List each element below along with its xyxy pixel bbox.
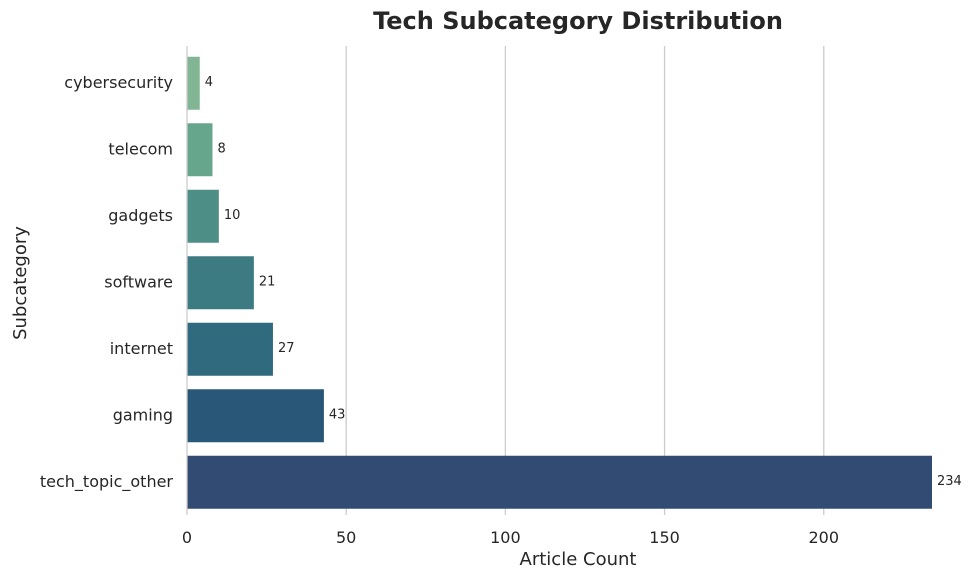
- bar-telecom: [187, 123, 213, 177]
- data-label-gadgets: 10: [224, 208, 241, 223]
- y-tick-labels: cybersecurity telecom gadgets software inter…: [40, 73, 174, 492]
- data-label-internet: 27: [278, 341, 295, 356]
- x-tick-label-50: 50: [336, 528, 356, 547]
- y-tick-label-gaming: gaming: [113, 405, 173, 424]
- y-tick-label-tech_topic_other: tech_topic_other: [40, 472, 174, 492]
- y-tick-label-internet: internet: [110, 339, 173, 358]
- data-label-cybersecurity: 4: [205, 75, 213, 90]
- data-label-software: 21: [259, 274, 276, 289]
- bar-tech_topic_other: [187, 455, 932, 509]
- x-tick-label-200: 200: [808, 528, 839, 547]
- bar-gaming: [187, 389, 324, 443]
- bars: [187, 56, 932, 509]
- bar-software: [187, 256, 254, 310]
- bar-gadgets: [187, 189, 219, 243]
- y-tick-label-telecom: telecom: [108, 139, 173, 158]
- y-axis-label: Subcategory: [10, 226, 31, 340]
- data-label-telecom: 8: [217, 141, 225, 156]
- bar-cybersecurity: [187, 56, 200, 110]
- data-labels: 4 8 10 21 27 43 234: [205, 75, 962, 489]
- y-tick-label-gadgets: gadgets: [108, 206, 173, 225]
- x-axis-label: Article Count: [520, 549, 637, 570]
- y-tick-label-cybersecurity: cybersecurity: [64, 73, 173, 92]
- bar-internet: [187, 322, 273, 376]
- x-tick-label-100: 100: [490, 528, 521, 547]
- data-label-gaming: 43: [329, 407, 346, 422]
- x-tick-labels: 0 50 100 150 200: [182, 528, 839, 547]
- x-tick-label-150: 150: [649, 528, 680, 547]
- data-label-tech_topic_other: 234: [937, 474, 962, 489]
- grid-lines: [345, 46, 825, 515]
- x-tick-label-0: 0: [182, 528, 192, 547]
- chart-title: Tech Subcategory Distribution: [373, 7, 783, 35]
- y-tick-label-software: software: [104, 272, 173, 291]
